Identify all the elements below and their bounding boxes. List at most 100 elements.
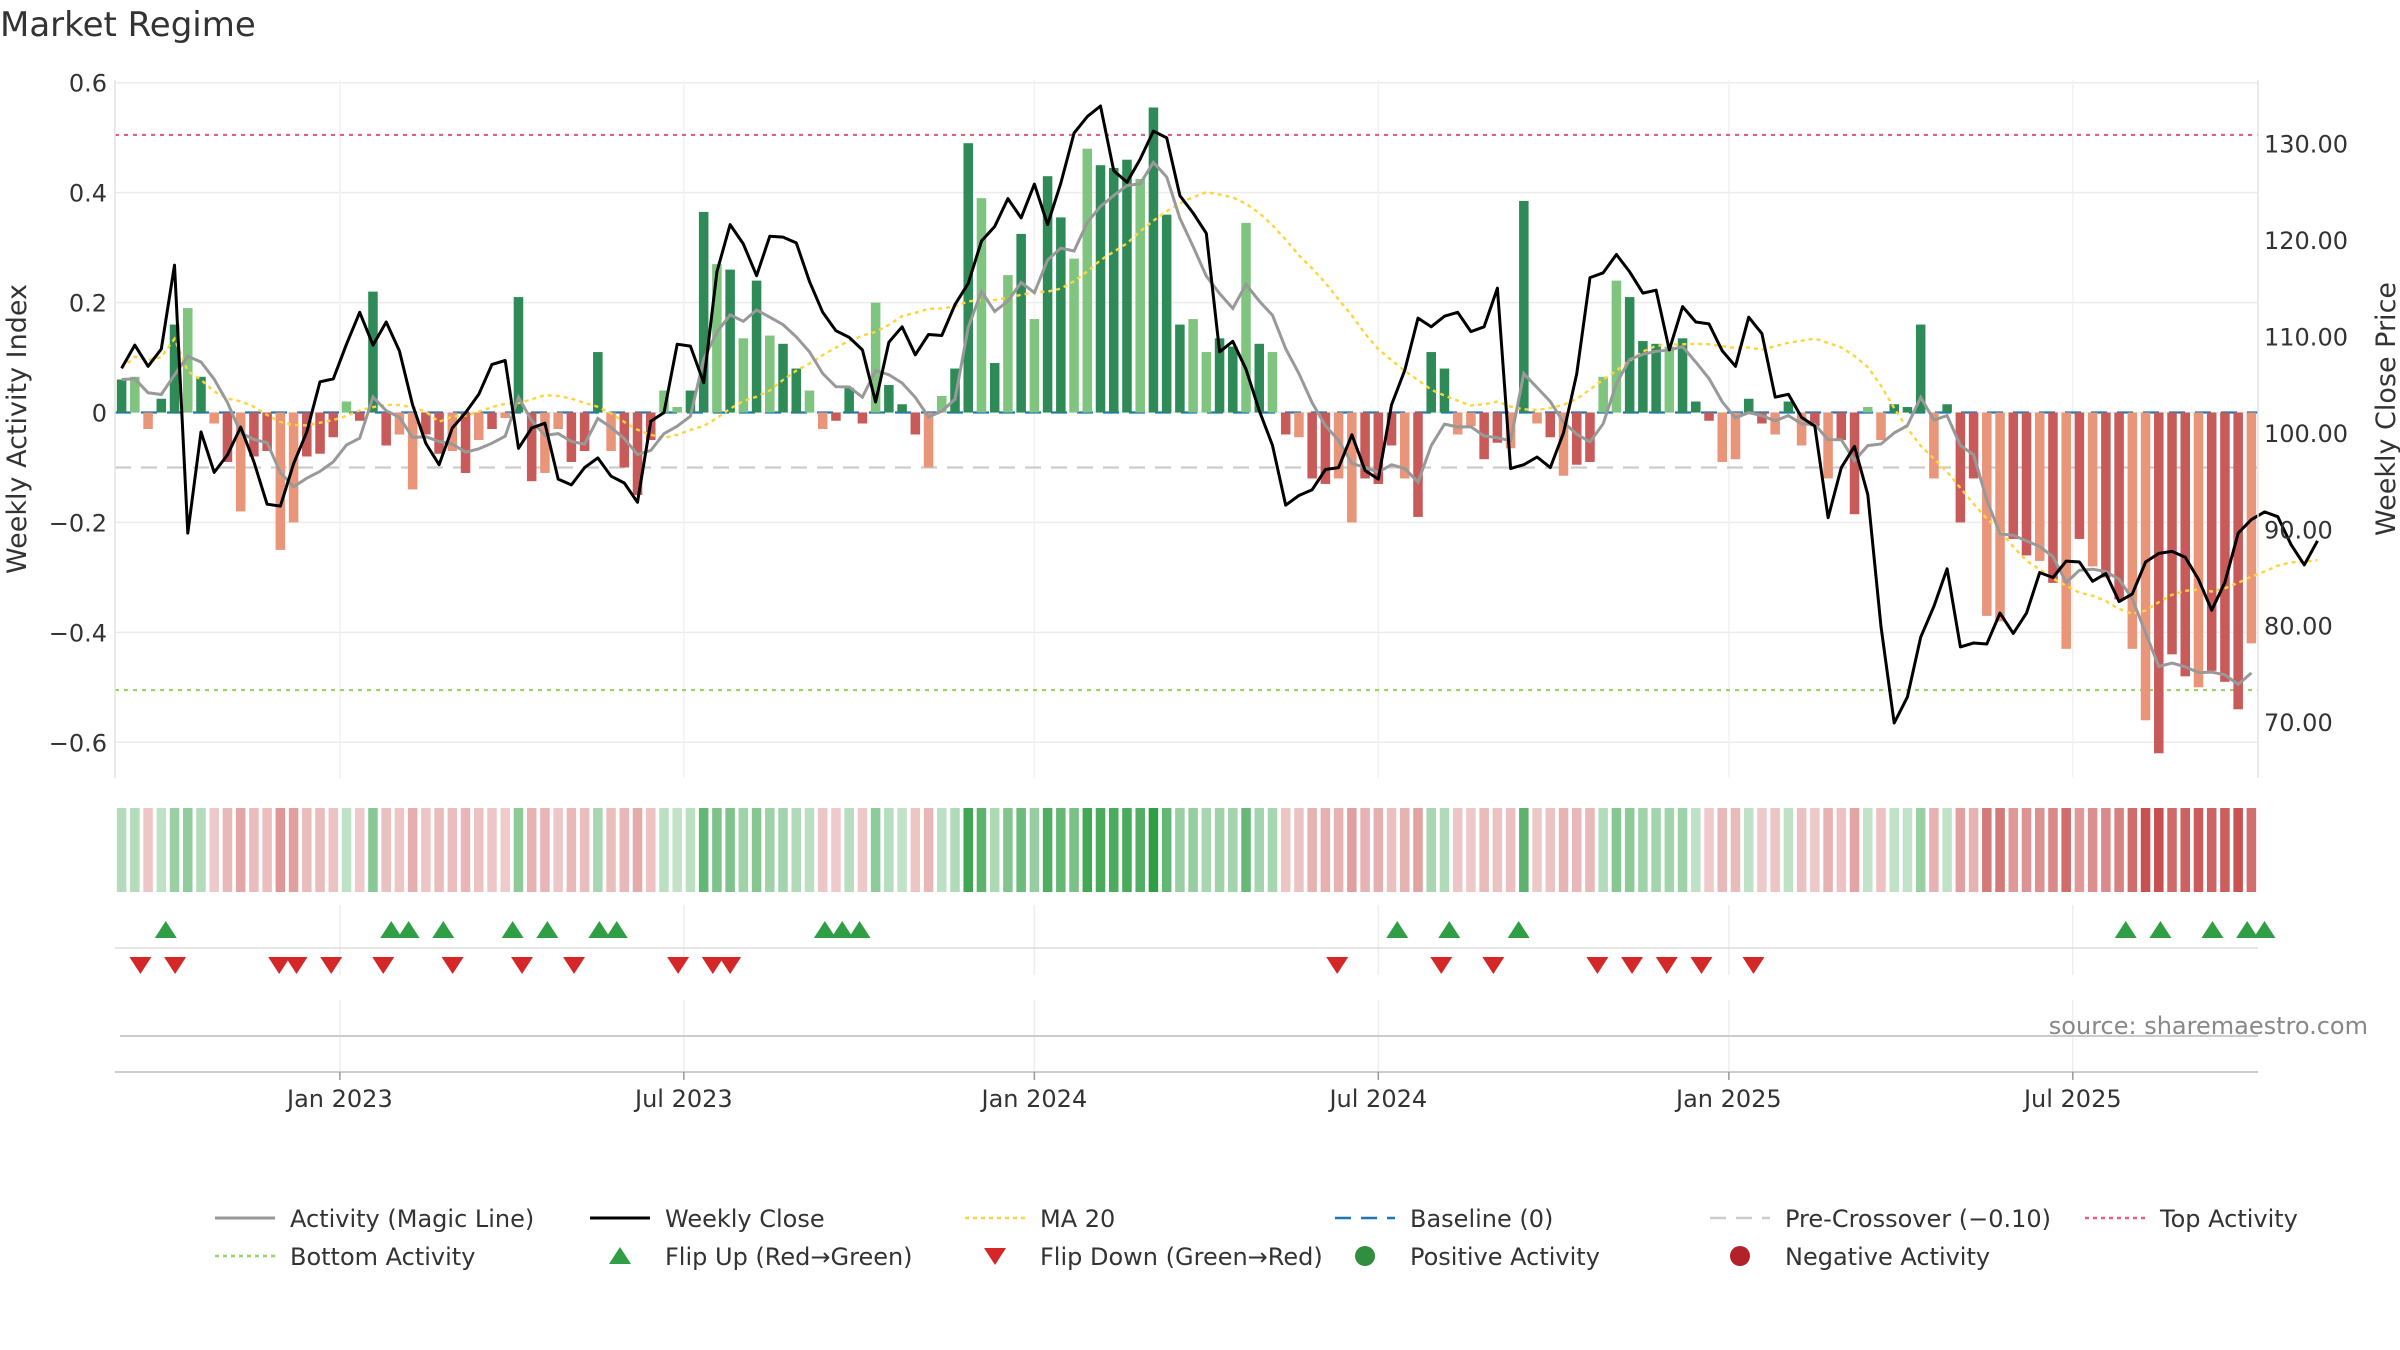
flip-down-marker (268, 957, 291, 974)
regime-strip-cell (262, 808, 272, 892)
activity-bar (394, 412, 405, 435)
activity-bar (1571, 412, 1582, 465)
series-lines (120, 104, 2319, 725)
activity-bar (1452, 412, 1463, 435)
regime-strip-cell (540, 808, 550, 892)
activity-bar (963, 143, 973, 413)
regime-strip-cell (1241, 808, 1251, 892)
regime-strip-cell (950, 808, 960, 892)
activity-bar (2167, 412, 2177, 655)
activity-bar (1254, 343, 1265, 413)
activity-bar (1823, 412, 1833, 479)
regime-strip-cell (1254, 808, 1265, 892)
regime-strip-cell (1545, 808, 1556, 892)
x-tick-label: Jan 2023 (285, 1085, 393, 1113)
flip-up-marker (2114, 921, 2137, 938)
flip-up-marker (848, 921, 871, 938)
legend-label: Bottom Activity (290, 1243, 475, 1271)
lower-panel: Jan 2023 Jul 2023 Jan 2024 Jul 2024 Jan 2025… (115, 1000, 2258, 1113)
legend-swatch-dot (1730, 1246, 1750, 1266)
activity-bar (2087, 412, 2098, 567)
activity-bar (116, 379, 127, 413)
activity-bar (1108, 167, 1119, 413)
activity-bar (262, 412, 272, 451)
y-tick-label-left: 0.4 (69, 180, 107, 208)
regime-strip-cell (765, 808, 775, 892)
legend-label: MA 20 (1040, 1205, 1115, 1233)
magic-line (121, 159, 2253, 687)
flip-down-marker (1742, 957, 1765, 974)
flip-up-marker (605, 921, 628, 938)
activity-bar (1810, 412, 1820, 427)
regime-strip-cell (1161, 808, 1172, 892)
activity-bar (143, 412, 153, 429)
regime-strip-cell (1677, 808, 1688, 892)
legend-item: Flip Up (Red→Green) (609, 1243, 913, 1271)
activity-bar (1717, 412, 1728, 462)
regime-strip-cell (1426, 808, 1436, 892)
activity-bar (937, 396, 947, 413)
activity-bar (579, 412, 590, 451)
source-label: source: sharemaestro.com (2049, 1012, 2368, 1040)
regime-strip-cell (1757, 808, 1767, 892)
activity-bar (156, 398, 167, 413)
regime-strip-cell (1691, 808, 1701, 892)
regime-strip-cell (1069, 808, 1079, 892)
regime-strip-cell (976, 808, 987, 892)
activity-bar (1175, 324, 1185, 413)
activity-bar (791, 368, 802, 413)
legend-swatch-triangle-up (609, 1247, 631, 1264)
regime-strip-cell (2048, 808, 2058, 892)
regime-strip-cell (1664, 808, 1675, 892)
activity-bar (540, 412, 550, 473)
activity-bar (1757, 412, 1767, 424)
activity-bar (1413, 412, 1423, 517)
activity-bar (1161, 214, 1172, 413)
regime-strip-cell (302, 808, 312, 892)
legend-item: Bottom Activity (215, 1243, 475, 1271)
regime-strip-cell (1280, 808, 1291, 892)
activity-bar (1743, 398, 1754, 413)
activity-bar (1955, 412, 1966, 523)
regime-strip-cell (738, 808, 749, 892)
activity-bar (1056, 217, 1066, 413)
activity-bar (315, 412, 325, 454)
legend-item: Negative Activity (1730, 1243, 1990, 1271)
regime-strip-cell (2008, 808, 2019, 892)
y-tick-label-left: 0.6 (69, 70, 107, 98)
y-axis-label-right: Weekly Close Price (2371, 282, 2400, 536)
regime-strip-cell (341, 808, 352, 892)
legend-label: Weekly Close (665, 1205, 825, 1233)
activity-bar (884, 385, 894, 413)
activity-bar (1228, 346, 1238, 413)
legend-label: Top Activity (2159, 1205, 2298, 1233)
regime-strip-cell (2206, 808, 2217, 892)
regime-strip-cell (2021, 808, 2032, 892)
legend-item: Flip Down (Green→Red) (984, 1243, 1323, 1271)
y-tick-label-left: 0 (92, 400, 107, 428)
regime-strip-cell (1863, 808, 1873, 892)
regime-strip-cell (1267, 808, 1278, 892)
activity-bar (1532, 412, 1542, 424)
activity-bar (513, 297, 524, 413)
flip-down-marker (1482, 957, 1505, 974)
regime-strip-cell (1876, 808, 1886, 892)
flip-down-marker (1655, 957, 1678, 974)
regime-strip-cell (1294, 808, 1304, 892)
flip-up-marker (154, 921, 177, 938)
regime-strip-cell (1743, 808, 1754, 892)
flip-down-marker (1690, 957, 1713, 974)
regime-strip-cell (712, 808, 722, 892)
activity-bar (1069, 258, 1079, 413)
activity-bar (1982, 412, 1992, 616)
regime-strip-cell (368, 808, 378, 892)
regime-strip-cell (1307, 808, 1317, 892)
activity-bar (1876, 412, 1886, 440)
activity-bar (407, 412, 418, 490)
activity-bar (1519, 200, 1529, 413)
activity-bar (1201, 352, 1212, 413)
activity-bar (566, 412, 577, 462)
y-tick-label-right: 70.00 (2264, 709, 2333, 737)
regime-strip-cell (1003, 808, 1013, 892)
